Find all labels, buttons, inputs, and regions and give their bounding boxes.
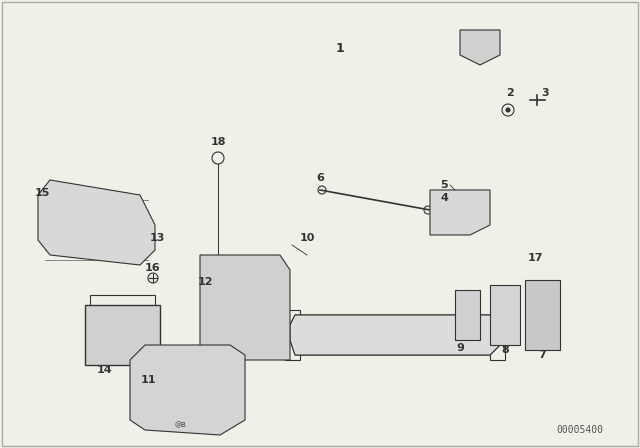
Polygon shape [200, 255, 290, 360]
Text: 3: 3 [541, 88, 549, 98]
Bar [90, 295, 155, 315]
Bar [90, 318, 155, 338]
Text: 4: 4 [440, 193, 448, 203]
Bar [490, 310, 505, 360]
Text: 11: 11 [140, 375, 156, 385]
Polygon shape [430, 190, 490, 235]
Text: 10: 10 [300, 233, 315, 243]
Polygon shape [130, 345, 245, 435]
Text: 12: 12 [197, 277, 212, 287]
Polygon shape [38, 180, 155, 265]
Polygon shape [460, 30, 500, 65]
Polygon shape [290, 315, 500, 355]
Text: 5: 5 [440, 180, 448, 190]
Text: 17: 17 [527, 253, 543, 263]
Text: 1: 1 [335, 42, 344, 55]
Text: 00005400: 00005400 [557, 425, 604, 435]
Polygon shape [85, 305, 160, 365]
Bar [200, 340, 230, 360]
Text: 13: 13 [149, 233, 164, 243]
Circle shape [477, 47, 483, 53]
Text: 2: 2 [506, 88, 514, 98]
Bar [460, 312, 475, 320]
Text: @B: @B [174, 422, 186, 428]
Polygon shape [490, 285, 520, 345]
Bar [460, 292, 475, 300]
Polygon shape [525, 280, 560, 350]
Text: 8: 8 [501, 345, 509, 355]
Polygon shape [455, 290, 480, 340]
Text: 7: 7 [538, 350, 546, 360]
Text: 14: 14 [97, 365, 113, 375]
Text: 9: 9 [456, 343, 464, 353]
Text: 6: 6 [316, 173, 324, 183]
Bar [145, 400, 185, 415]
Text: 18: 18 [211, 137, 226, 147]
Bar [285, 310, 300, 360]
Circle shape [506, 108, 510, 112]
Text: 15: 15 [35, 188, 50, 198]
Text: 16: 16 [145, 263, 161, 273]
